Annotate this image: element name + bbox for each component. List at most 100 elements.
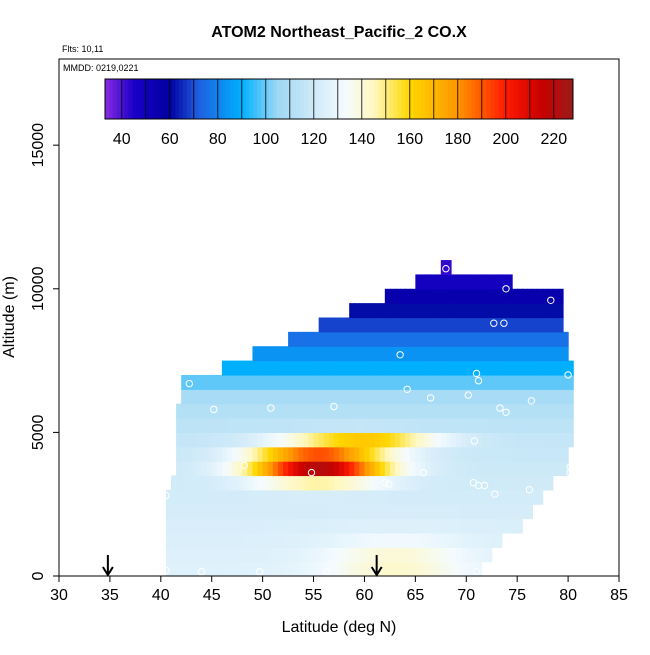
y-axis-label: Altitude (m) <box>1 276 18 358</box>
field-cell <box>186 475 192 491</box>
field-cell <box>400 360 406 376</box>
field-cell <box>176 432 182 448</box>
field-cell <box>196 547 203 563</box>
field-cell <box>328 346 335 362</box>
colorbar-tick-label: 180 <box>444 131 471 148</box>
field-cell <box>328 489 335 505</box>
field-cell <box>522 303 528 319</box>
field-cell <box>171 518 177 534</box>
field-cell <box>522 446 528 462</box>
field-cell <box>186 446 192 462</box>
observation-point <box>426 394 435 402</box>
field-cell <box>491 331 498 347</box>
field-cell <box>364 317 371 333</box>
field-cell <box>389 360 396 376</box>
field-cell <box>425 303 432 319</box>
field-cell <box>359 360 366 376</box>
field-cell <box>476 403 483 419</box>
field-cell <box>542 303 549 319</box>
field-cell <box>303 547 310 563</box>
colorbar-segment <box>225 79 231 119</box>
field-cell <box>211 374 218 390</box>
field-cell <box>410 532 416 548</box>
field-cell <box>471 317 478 333</box>
field-cell <box>349 360 355 376</box>
field-cell <box>389 532 396 548</box>
field-cell <box>206 518 213 534</box>
field-cell <box>369 360 376 376</box>
field-cell <box>369 389 376 405</box>
field-cell <box>435 532 442 548</box>
field-cell <box>456 274 462 290</box>
field-cell <box>532 389 539 405</box>
field-cell <box>405 317 411 333</box>
field-cell <box>339 547 345 563</box>
field-cell <box>221 374 228 390</box>
field-cell <box>262 360 269 376</box>
field-cell <box>283 547 289 563</box>
field-cell <box>491 274 498 290</box>
field-cell <box>339 360 345 376</box>
field-cell <box>333 331 340 347</box>
field-cell <box>430 532 437 548</box>
field-cell <box>354 489 360 505</box>
field-cell <box>257 475 264 491</box>
field-cell <box>369 331 376 347</box>
field-cell <box>196 461 203 477</box>
field-cell <box>507 360 513 376</box>
field-cell <box>527 432 534 448</box>
gridded-field <box>165 260 574 577</box>
field-cell <box>395 317 401 333</box>
field-cell <box>476 288 483 304</box>
field-cell <box>211 518 218 534</box>
field-cell <box>476 518 483 534</box>
colorbar-tick-label: 120 <box>300 131 327 148</box>
field-cell <box>517 432 523 448</box>
field-cell <box>547 389 554 405</box>
field-cell <box>557 331 564 347</box>
field-cell <box>196 532 203 548</box>
field-cell <box>507 331 513 347</box>
field-cell <box>395 303 401 319</box>
field-cell <box>374 532 381 548</box>
field-cell <box>445 346 452 362</box>
field-cell <box>354 403 360 419</box>
field-cell <box>501 389 508 405</box>
field-cell <box>349 317 355 333</box>
field-cell <box>456 532 462 548</box>
field-cell <box>318 374 325 390</box>
field-cell <box>379 532 386 548</box>
field-cell <box>405 446 411 462</box>
field-cell <box>400 446 406 462</box>
field-cell <box>451 288 457 304</box>
field-cell <box>420 274 427 290</box>
field-cell <box>425 403 432 419</box>
field-cell <box>491 504 498 520</box>
field-cell <box>277 389 284 405</box>
field-cell <box>420 346 427 362</box>
field-cell <box>374 547 381 563</box>
field-cell <box>308 561 315 577</box>
field-cell <box>232 374 238 390</box>
colorbar-segment <box>222 79 227 119</box>
field-cell <box>471 461 478 477</box>
field-cell <box>476 489 483 505</box>
field-cell <box>267 518 274 534</box>
field-cell <box>288 418 294 433</box>
colorbar-tick-label: 60 <box>161 131 179 148</box>
field-cell <box>476 504 483 520</box>
field-cell <box>568 389 574 405</box>
field-cell <box>186 561 192 577</box>
field-cell <box>323 547 330 563</box>
field-cell <box>364 561 371 577</box>
field-cell <box>298 518 304 534</box>
field-cell <box>486 532 493 548</box>
field-cell <box>410 360 416 376</box>
field-cell <box>333 561 340 577</box>
field-cell <box>522 288 528 304</box>
field-cell <box>568 418 574 433</box>
field-cell <box>323 446 330 462</box>
field-cell <box>181 461 187 477</box>
field-cell <box>318 504 325 520</box>
